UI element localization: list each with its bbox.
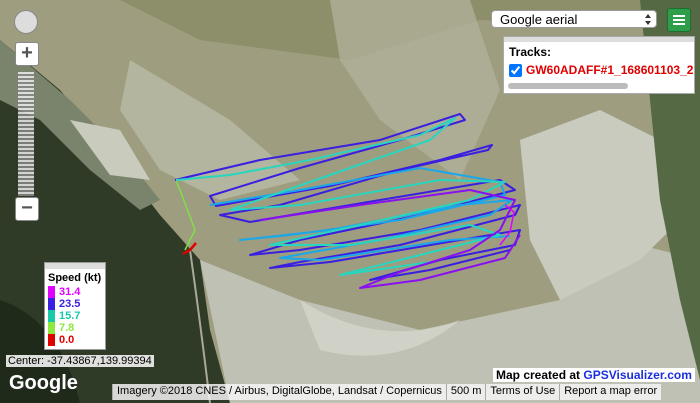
select-arrows	[645, 14, 651, 25]
legend-item: 15.7	[48, 310, 105, 322]
center-coordinates: Center: -37.43867,139.99394	[6, 355, 154, 367]
report-link[interactable]: Report a map error	[559, 384, 661, 400]
track-row[interactable]: GW60ADAFF#1_168601103_201	[509, 63, 694, 78]
scale: 500 m	[445, 384, 486, 400]
tracks-panel: Tracks: GW60ADAFF#1_168601103_201	[503, 36, 695, 94]
legend-swatch	[48, 322, 55, 334]
legend-swatch	[48, 334, 55, 346]
legend-label: 0.0	[59, 334, 75, 346]
speed-legend: Speed (kt) 31.4 23.5 15.7 7.8 0.0	[44, 262, 106, 350]
pan-control[interactable]	[14, 10, 38, 34]
layer-select[interactable]: Google aerial	[491, 10, 657, 28]
legend-label: 7.8	[59, 322, 75, 334]
legend-item: 7.8	[48, 322, 105, 334]
layer-name: Google aerial	[500, 12, 578, 27]
credit-text: Map created at	[496, 368, 581, 382]
legend-title: Speed (kt)	[48, 272, 102, 284]
menu-button[interactable]	[667, 8, 691, 32]
legend-item: 0.0	[48, 334, 105, 346]
legend-label: 31.4	[59, 286, 81, 298]
attribution: Imagery ©2018 CNES / Airbus, DigitalGlob…	[112, 384, 446, 400]
track-checkbox[interactable]	[509, 64, 522, 78]
legend-swatch	[48, 310, 55, 322]
track-name[interactable]: GW60ADAFF#1_168601103_201	[526, 63, 694, 77]
legend-item: 31.4	[48, 286, 105, 298]
legend-items: 31.4 23.5 15.7 7.8 0.0	[45, 286, 105, 346]
credit: Map created at GPSVisualizer.com	[493, 368, 695, 382]
google-logo: Google	[9, 372, 78, 394]
legend-swatch	[48, 298, 55, 310]
legend-label: 23.5	[59, 298, 81, 310]
scrollbar[interactable]	[508, 83, 628, 89]
legend-swatch	[48, 286, 55, 298]
legend-item: 23.5	[48, 298, 105, 310]
gps-tracks	[174, 113, 521, 289]
credit-link[interactable]: GPSVisualizer.com	[583, 368, 692, 382]
zoom-in[interactable]: +	[15, 42, 39, 66]
tracks-title: Tracks:	[509, 45, 552, 59]
legend-label: 15.7	[59, 310, 81, 322]
menu-icon	[673, 15, 685, 25]
terms-link[interactable]: Terms of Use	[485, 384, 559, 400]
zoom-slider[interactable]	[18, 72, 34, 196]
zoom-out[interactable]: −	[15, 197, 39, 221]
attribution-bar: Imagery ©2018 CNES / Airbus, DigitalGlob…	[112, 384, 662, 400]
